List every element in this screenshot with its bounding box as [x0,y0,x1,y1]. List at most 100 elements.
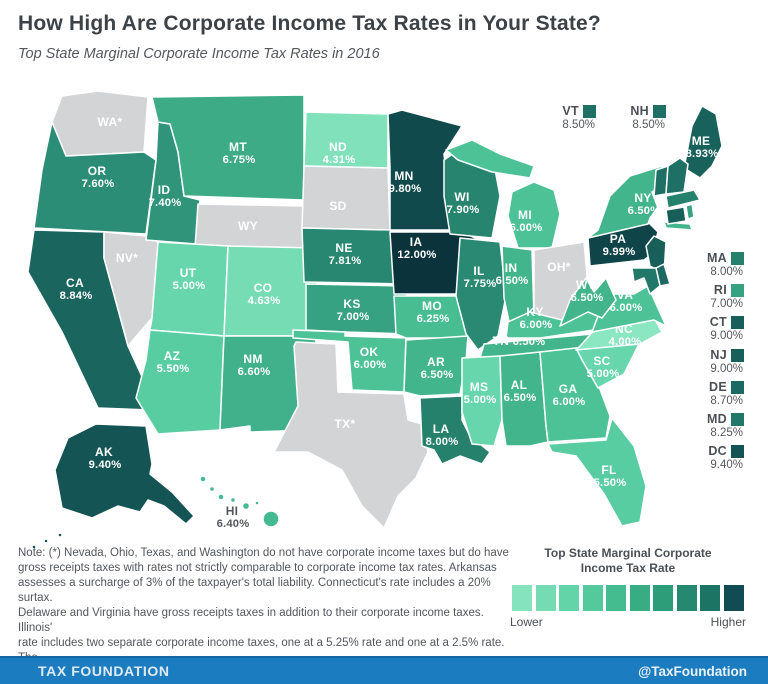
state-shape-hi [199,475,207,483]
state-value-ut: 5.00% [173,280,206,292]
state-value-ms: 5.00% [464,394,497,406]
state-shape-mi [445,139,535,179]
callout-value-ri: 7.00% [710,298,743,310]
state-value-ny: 6.50% [628,205,661,217]
state-label-ms: MS [470,380,489,394]
state-label-ny: NY [634,191,651,205]
state-label-mo: MO [422,299,442,313]
callout-abbr-md: MD [706,412,727,426]
state-label-ia: IA [410,235,423,249]
callout-swatch-dc [731,444,744,458]
state-value-ca: 8.84% [60,290,93,302]
footnote-line: Note: (*) Nevada, Ohio, Texas, and Washi… [18,547,509,559]
callout-dc: DC 9.40% [674,444,744,471]
state-shape-nh [665,157,689,195]
state-shape-hi [254,500,260,506]
state-label-il: IL [473,264,484,278]
state-label-ks: KS [343,297,360,311]
footnote-line: gross receipts taxes with rates not stri… [18,562,497,574]
state-label-wi: WI [454,190,469,204]
legend-swatch [606,585,627,611]
callout-ma: MA 8.00% [674,251,744,278]
state-label-ar: AR [427,355,445,369]
callout-swatch-ri [731,283,744,297]
state-value-co: 4.63% [248,295,281,307]
callout-value-vt: 8.50% [562,119,595,131]
state-value-nc: 4.00% [609,336,642,348]
state-label-oh: OH* [547,260,571,274]
state-label-nd: ND [329,140,347,154]
legend-swatch [676,585,697,611]
legend-title: Top State Marginal Corporate Income Tax … [544,546,712,575]
callout-value-nh: 8.50% [632,119,665,131]
legend-color-scale [500,585,756,611]
callout-swatch-ct [731,315,744,329]
state-value-in: 6.50% [496,275,529,287]
callout-swatch-ma [731,251,744,265]
callout-swatch-de [731,380,744,394]
state-value-mt: 6.75% [223,154,256,166]
state-label-in: IN [505,261,518,275]
state-shape-ny [587,165,667,239]
callout-value-ct: 9.00% [710,330,743,342]
state-value-il: 7.75% [464,278,497,290]
callout-value-de: 8.70% [710,395,743,407]
callout-swatch-md [731,412,744,426]
state-value-ks: 7.00% [337,311,370,323]
legend-swatch [559,585,580,611]
state-shape-hi [262,510,280,528]
state-shape-ct [665,206,687,225]
state-value-nm: 6.60% [238,366,271,378]
state-label-ak: AK [95,445,113,459]
legend-end-labels: Lower Higher [510,615,746,629]
state-value-mi: 6.00% [510,222,543,234]
state-value-fl: 5.50% [594,477,627,489]
state-label-ok: OK [360,345,379,359]
state-shape-wv [559,277,617,327]
state-shape-ak [57,532,63,538]
state-value-va: 6.00% [610,302,643,314]
legend-higher-label: Higher [710,615,746,629]
state-value-ok: 6.00% [354,359,387,371]
callout-ct: CT 9.00% [674,315,744,342]
legend-lower-label: Lower [510,615,543,629]
state-value-wv: 6.50% [571,292,604,304]
callout-nh: NH 8.50% [596,104,666,131]
callout-abbr-nh: NH [630,104,649,118]
state-value-wi: 7.90% [447,204,480,216]
state-label-id: ID [158,183,171,197]
callout-swatch-nh [653,104,666,118]
state-value-ne: 7.81% [329,255,362,267]
state-value-ar: 6.50% [421,369,454,381]
callout-swatch-nj [731,348,744,362]
state-shape-az [135,329,225,435]
callout-abbr-de: DE [709,380,727,394]
state-label-wy: WY [238,219,258,233]
state-value-or: 7.60% [82,178,115,190]
state-value-ak: 9.40% [89,459,122,471]
state-shape-ks [305,283,409,335]
state-shape-ak [43,538,49,544]
callout-swatch-vt [583,104,596,118]
state-value-la: 8.00% [426,436,459,448]
state-label-mi: MI [518,208,532,222]
legend-swatch [723,585,744,611]
state-value-az: 5.50% [157,363,190,375]
callout-abbr-ct: CT [709,315,727,329]
state-shape-ma [665,189,701,209]
state-value-mn: 9.80% [389,183,422,195]
state-label-va: VA [617,288,633,302]
state-value-ia: 12.00% [397,249,436,261]
state-label-pa: PA [610,232,626,246]
state-value-mo: 6.25% [417,313,450,325]
state-label-az: AZ [164,349,181,363]
legend-swatch [535,585,556,611]
state-label-co: CO [254,281,273,295]
state-label-sd: SD [329,199,346,213]
state-shape-nj [645,235,667,275]
state-shape-sd [301,165,391,231]
state-label-tn: TN 6.50% [493,334,546,348]
state-value-al: 6.50% [504,392,537,404]
callout-ri: RI 7.00% [674,283,744,310]
